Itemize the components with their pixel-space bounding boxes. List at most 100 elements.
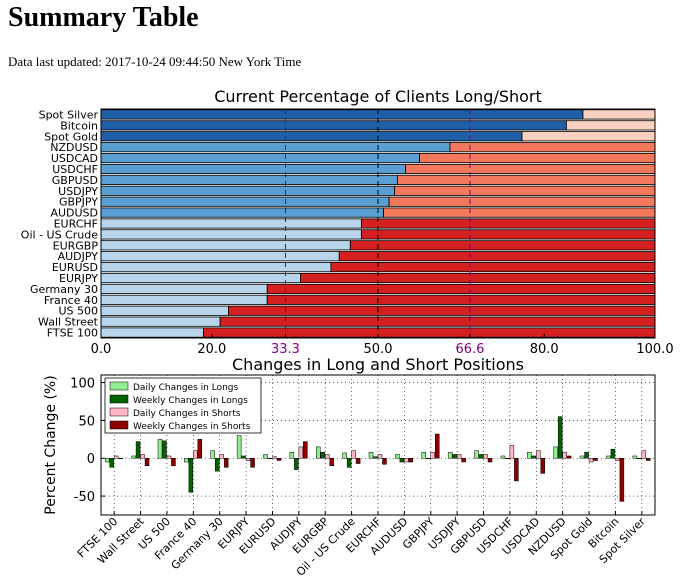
legend-swatch-daily-changes-in-shorts bbox=[109, 407, 129, 417]
bar-weekly-changes-in-longs-bitcoin bbox=[610, 448, 616, 459]
x-tick-label-80-0: 80.0 bbox=[530, 342, 559, 357]
bar-weekly-changes-in-longs-nzdusd bbox=[557, 416, 563, 459]
bar-daily-changes-in-shorts-usdchf bbox=[509, 445, 515, 459]
bar-weekly-changes-in-longs-eurgbp bbox=[320, 451, 325, 459]
bar-daily-changes-in-longs-germany-30 bbox=[210, 450, 215, 459]
category-label-usdjpy: USDJPY bbox=[58, 185, 98, 198]
x-tick-label-50-0: 50.0 bbox=[364, 342, 393, 357]
chart2-frame bbox=[100, 374, 656, 516]
bar-daily-changes-in-shorts-usdcad bbox=[536, 450, 541, 459]
legend-label-weekly-changes-in-longs: Weekly Changes in Longs bbox=[133, 396, 248, 406]
category-label-germany-30: Germany 30 bbox=[30, 283, 98, 296]
bar-daily-changes-in-longs-us-500 bbox=[157, 439, 163, 459]
bar-weekly-changes-in-longs-spot-silver bbox=[637, 457, 642, 459]
category-label-oil-us-crude: Oil - US Crude bbox=[21, 228, 98, 241]
bar-weekly-changes-in-shorts-nzdusd bbox=[566, 455, 572, 459]
category-label-wall-street: Wall Street bbox=[38, 316, 99, 329]
bar-daily-changes-in-shorts-us-500 bbox=[166, 455, 172, 459]
category-label-eurchf: EURCHF bbox=[54, 218, 98, 231]
bar-daily-changes-in-shorts-eurchf bbox=[377, 454, 383, 459]
bar-daily-changes-in-longs-eurchf bbox=[368, 451, 374, 459]
bar-weekly-changes-in-longs-eurusd bbox=[267, 457, 273, 459]
chart1-title: Current Percentage of Clients Long/Short bbox=[214, 87, 542, 106]
bar-daily-changes-in-longs-ftse-100 bbox=[104, 457, 110, 463]
bar-daily-changes-in-longs-eurusd bbox=[263, 454, 268, 459]
bar-daily-changes-in-longs-nzdusd bbox=[553, 446, 558, 459]
bar-weekly-changes-in-longs-eurchf bbox=[373, 456, 378, 459]
bar-daily-changes-in-shorts-eurusd bbox=[272, 456, 277, 459]
bar-weekly-changes-in-shorts-gbpusd bbox=[487, 457, 493, 463]
bar-daily-changes-in-longs-spot-silver bbox=[632, 455, 638, 459]
bar-weekly-changes-in-longs-usdjpy bbox=[452, 454, 457, 459]
category-label-usdcad: USDCAD bbox=[51, 152, 98, 165]
bar-daily-changes-in-longs-oil-us-crude bbox=[342, 452, 347, 459]
bar-weekly-changes-in-shorts-gbpjpy bbox=[434, 433, 440, 459]
bar-daily-changes-in-shorts-france-40 bbox=[193, 450, 198, 459]
bar-daily-changes-in-shorts-germany-30 bbox=[219, 454, 224, 459]
legend-box bbox=[104, 377, 262, 434]
bar-daily-changes-in-shorts-eurjpy bbox=[245, 457, 251, 461]
bar-weekly-changes-in-shorts-oil-us-crude bbox=[355, 457, 361, 464]
category-label-gbpusd: GBPUSD bbox=[52, 174, 98, 187]
category-label-audjpy: AUDJPY bbox=[58, 250, 99, 263]
bar-daily-changes-in-longs-usdcad bbox=[527, 451, 532, 459]
category-label-spot-gold: Spot Gold bbox=[44, 130, 98, 143]
category-label-ftse-100: FTSE 100 bbox=[47, 327, 98, 340]
bar-daily-changes-in-shorts-spot-gold bbox=[588, 457, 594, 463]
bar-weekly-changes-in-longs-wall-street bbox=[135, 441, 141, 459]
category-label-gbpjpy: GBPJPY bbox=[59, 196, 98, 209]
legend-swatch-weekly-changes-in-shorts bbox=[109, 420, 129, 430]
bar-weekly-changes-in-shorts-wall-street bbox=[144, 457, 150, 467]
bar-weekly-changes-in-longs-ftse-100 bbox=[109, 457, 114, 468]
bar-weekly-changes-in-longs-france-40 bbox=[188, 457, 194, 493]
category-label-spot-silver: Spot Silver bbox=[39, 108, 99, 121]
y-tick-label-2: 0 bbox=[87, 452, 95, 467]
category-label-bitcoin: Bitcoin bbox=[60, 119, 98, 132]
legend-swatch-daily-changes-in-longs bbox=[109, 381, 129, 391]
bar-daily-changes-in-longs-france-40 bbox=[184, 457, 189, 463]
bar-weekly-changes-in-longs-gbpjpy bbox=[426, 457, 431, 459]
bar-daily-changes-in-shorts-usdjpy bbox=[456, 454, 462, 459]
bar-weekly-changes-in-longs-audusd bbox=[399, 457, 405, 463]
legend-label-daily-changes-in-shorts: Daily Changes in Shorts bbox=[133, 409, 241, 419]
bar-weekly-changes-in-shorts-spot-gold bbox=[593, 457, 598, 461]
x-tick-label-20-0: 20.0 bbox=[197, 342, 226, 357]
bar-weekly-changes-in-longs-germany-30 bbox=[214, 457, 220, 472]
category-label-us-500: US 500 bbox=[58, 305, 98, 318]
category-label-france-40: France 40 bbox=[44, 294, 98, 307]
bar-daily-changes-in-longs-audusd bbox=[395, 454, 400, 459]
bar-daily-changes-in-longs-gbpjpy bbox=[421, 451, 427, 459]
x-tick-label-66-6: 66.6 bbox=[455, 342, 484, 357]
bar-weekly-changes-in-longs-oil-us-crude bbox=[346, 457, 352, 468]
y-tick-label-0: 100 bbox=[70, 377, 95, 392]
bar-daily-changes-in-shorts-audusd bbox=[404, 457, 409, 463]
bar-weekly-changes-in-longs-gbpusd bbox=[478, 454, 484, 459]
page-title: Summary Table bbox=[8, 2, 199, 33]
last-updated-text: Data last updated: 2017-10-24 09:44:50 N… bbox=[8, 54, 302, 69]
y-tick-label-3: -50 bbox=[74, 490, 95, 505]
bar-weekly-changes-in-shorts-eurusd bbox=[276, 457, 282, 461]
x-tick-label-100-0: 100.0 bbox=[636, 342, 673, 357]
bar-weekly-changes-in-longs-usdcad bbox=[531, 455, 537, 459]
bar-weekly-changes-in-longs-usdchf bbox=[505, 457, 510, 459]
bar-daily-changes-in-shorts-nzdusd bbox=[562, 451, 567, 459]
y-tick-label-1: 50 bbox=[78, 414, 95, 429]
legend-label-weekly-changes-in-shorts: Weekly Changes in Shorts bbox=[133, 422, 251, 432]
bar-weekly-changes-in-shorts-usdchf bbox=[514, 457, 519, 482]
category-label-eurusd: EURUSD bbox=[52, 261, 98, 274]
bar-weekly-changes-in-shorts-audusd bbox=[408, 457, 414, 463]
legend-swatch-weekly-changes-in-longs bbox=[109, 394, 129, 404]
category-label-usdchf: USDCHF bbox=[52, 163, 98, 176]
x-tick-label-33-3: 33.3 bbox=[271, 342, 300, 357]
bar-weekly-changes-in-shorts-france-40 bbox=[197, 439, 203, 459]
category-label-eurgbp: EURGBP bbox=[53, 239, 99, 252]
bar-weekly-changes-in-longs-spot-gold bbox=[584, 451, 589, 459]
bar-weekly-changes-in-shorts-ftse-100 bbox=[118, 457, 123, 459]
bar-weekly-changes-in-longs-us-500 bbox=[162, 440, 167, 459]
category-label-nzdusd: NZDUSD bbox=[50, 141, 98, 154]
y-axis-label: Percent Change (%) bbox=[43, 375, 59, 514]
bar-weekly-changes-in-shorts-eurchf bbox=[382, 457, 387, 465]
category-label-audusd: AUDUSD bbox=[50, 207, 98, 220]
bar-daily-changes-in-shorts-gbpusd bbox=[483, 454, 488, 459]
